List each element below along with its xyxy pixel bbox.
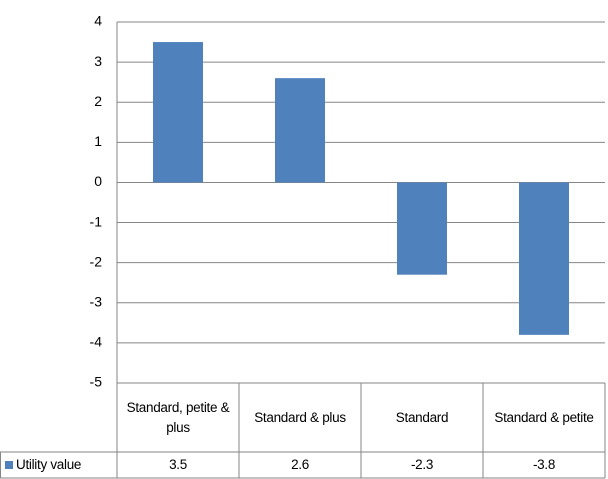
bar xyxy=(275,78,325,183)
y-tick-label: 2 xyxy=(94,93,102,109)
y-tick-label: 3 xyxy=(94,53,102,69)
y-tick-label: -5 xyxy=(90,374,103,390)
y-tick-label: -4 xyxy=(90,334,103,350)
bar xyxy=(397,182,447,275)
y-tick-label: -1 xyxy=(90,213,103,229)
x-tick-label: Standard xyxy=(395,409,449,425)
legend-swatch xyxy=(5,461,13,469)
table-value: 3.5 xyxy=(169,457,187,472)
table-value: -3.8 xyxy=(532,457,556,472)
legend-label: Utility value xyxy=(16,457,82,472)
y-tick-label: 1 xyxy=(94,133,102,149)
table-value: 2.6 xyxy=(291,457,309,472)
y-tick-label: 0 xyxy=(94,173,102,189)
x-tick-label: Standard & petite xyxy=(494,409,594,425)
y-tick-label: 4 xyxy=(94,13,102,29)
bar xyxy=(519,182,569,335)
table-value: -2.3 xyxy=(410,457,434,472)
bar xyxy=(153,42,203,183)
x-tick-label: Standard & plus xyxy=(254,409,346,425)
x-tick-label: Standard, petite & plus xyxy=(126,399,230,435)
y-tick-label: -2 xyxy=(90,253,103,269)
y-tick-label: -3 xyxy=(90,293,103,309)
